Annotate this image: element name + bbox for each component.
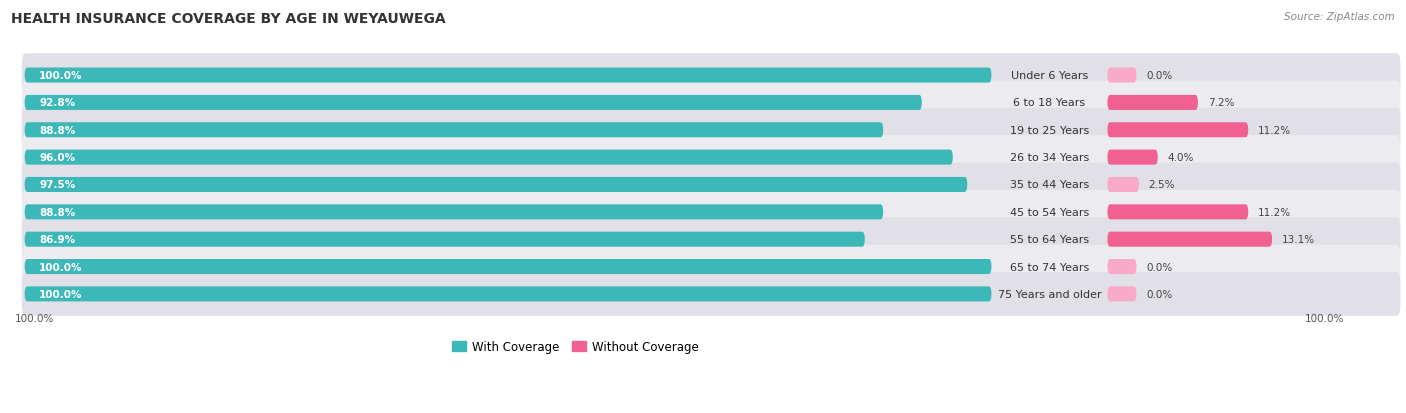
FancyBboxPatch shape [1108, 178, 1139, 192]
Text: 2.5%: 2.5% [1149, 180, 1175, 190]
Text: 88.8%: 88.8% [39, 207, 76, 217]
Text: Source: ZipAtlas.com: Source: ZipAtlas.com [1284, 12, 1395, 22]
Text: 4.0%: 4.0% [1167, 153, 1194, 163]
FancyBboxPatch shape [25, 178, 967, 192]
Text: 100.0%: 100.0% [39, 262, 83, 272]
FancyBboxPatch shape [25, 232, 865, 247]
FancyBboxPatch shape [1108, 259, 1136, 274]
Text: 75 Years and older: 75 Years and older [998, 289, 1101, 299]
FancyBboxPatch shape [25, 96, 922, 111]
FancyBboxPatch shape [25, 69, 991, 83]
Text: HEALTH INSURANCE COVERAGE BY AGE IN WEYAUWEGA: HEALTH INSURANCE COVERAGE BY AGE IN WEYA… [11, 12, 446, 26]
Legend: With Coverage, Without Coverage: With Coverage, Without Coverage [447, 335, 703, 358]
Text: 100.0%: 100.0% [39, 71, 83, 81]
Text: 100.0%: 100.0% [1305, 313, 1344, 323]
Text: 11.2%: 11.2% [1258, 126, 1291, 135]
Text: 88.8%: 88.8% [39, 126, 76, 135]
FancyBboxPatch shape [25, 287, 991, 301]
Text: Under 6 Years: Under 6 Years [1011, 71, 1088, 81]
FancyBboxPatch shape [1108, 232, 1272, 247]
FancyBboxPatch shape [21, 190, 1400, 234]
Text: 55 to 64 Years: 55 to 64 Years [1010, 235, 1090, 244]
Text: 86.9%: 86.9% [39, 235, 76, 244]
Text: 26 to 34 Years: 26 to 34 Years [1010, 153, 1090, 163]
FancyBboxPatch shape [1108, 205, 1249, 220]
FancyBboxPatch shape [21, 245, 1400, 289]
FancyBboxPatch shape [21, 109, 1400, 152]
FancyBboxPatch shape [25, 259, 991, 274]
Text: 65 to 74 Years: 65 to 74 Years [1010, 262, 1090, 272]
Text: 96.0%: 96.0% [39, 153, 76, 163]
FancyBboxPatch shape [25, 150, 953, 165]
Text: 100.0%: 100.0% [15, 313, 55, 323]
FancyBboxPatch shape [25, 205, 883, 220]
Text: 35 to 44 Years: 35 to 44 Years [1010, 180, 1090, 190]
FancyBboxPatch shape [1108, 123, 1249, 138]
Text: 45 to 54 Years: 45 to 54 Years [1010, 207, 1090, 217]
FancyBboxPatch shape [21, 54, 1400, 98]
FancyBboxPatch shape [21, 163, 1400, 207]
Text: 97.5%: 97.5% [39, 180, 76, 190]
FancyBboxPatch shape [21, 81, 1400, 125]
FancyBboxPatch shape [21, 136, 1400, 180]
FancyBboxPatch shape [21, 272, 1400, 316]
FancyBboxPatch shape [1108, 150, 1157, 165]
FancyBboxPatch shape [21, 218, 1400, 261]
Text: 0.0%: 0.0% [1146, 289, 1173, 299]
Text: 92.8%: 92.8% [39, 98, 76, 108]
FancyBboxPatch shape [1108, 287, 1136, 301]
Text: 0.0%: 0.0% [1146, 71, 1173, 81]
FancyBboxPatch shape [1108, 69, 1136, 83]
Text: 19 to 25 Years: 19 to 25 Years [1010, 126, 1090, 135]
FancyBboxPatch shape [1108, 96, 1198, 111]
Text: 6 to 18 Years: 6 to 18 Years [1014, 98, 1085, 108]
Text: 11.2%: 11.2% [1258, 207, 1291, 217]
Text: 13.1%: 13.1% [1282, 235, 1315, 244]
Text: 0.0%: 0.0% [1146, 262, 1173, 272]
Text: 100.0%: 100.0% [39, 289, 83, 299]
FancyBboxPatch shape [25, 123, 883, 138]
Text: 7.2%: 7.2% [1208, 98, 1234, 108]
